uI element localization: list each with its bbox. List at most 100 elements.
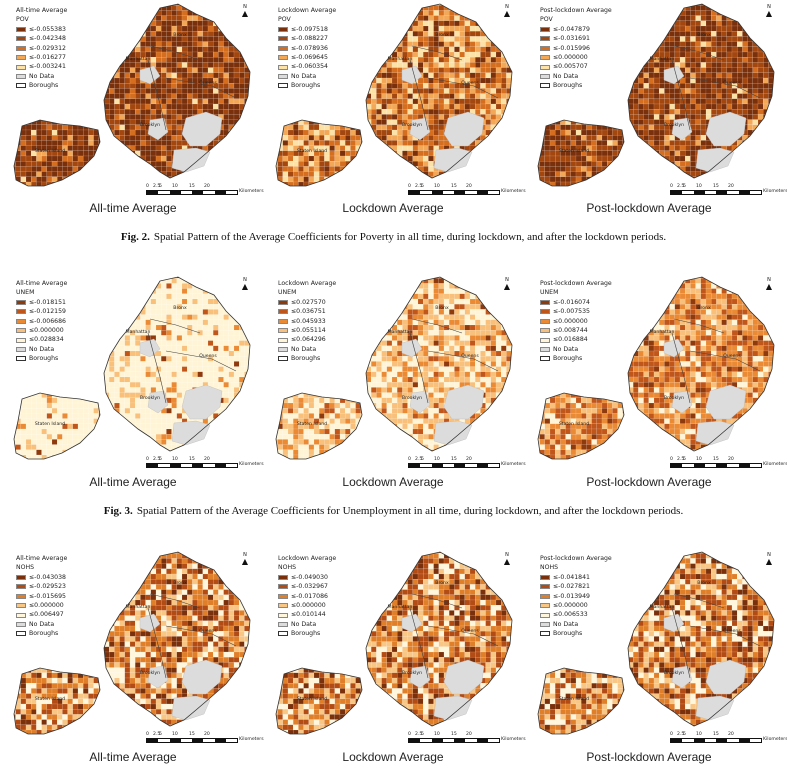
census-tract [272,0,277,5]
census-tract [104,182,109,187]
census-tract [130,26,135,31]
census-tract [68,5,73,10]
census-tract [73,16,78,21]
census-tract [350,26,355,31]
census-tract [156,0,161,5]
census-tract [94,31,99,36]
census-tract [171,119,177,125]
census-tract [495,41,502,47]
census-tract [376,62,382,68]
census-tract [171,88,177,94]
census-tract [77,135,84,141]
census-tract [187,103,193,110]
census-tract [104,46,110,53]
census-tract [0,42,5,47]
census-tract [62,99,67,104]
census-tract [73,36,78,41]
census-tract [412,41,419,47]
census-tract [135,25,141,32]
census-tract [298,94,303,99]
census-tract [397,77,403,84]
census-tract [501,46,507,53]
census-tract [155,31,162,37]
census-tract [119,176,125,178]
census-tract [62,181,68,186]
census-tract [114,42,119,47]
census-tract [366,83,367,89]
census-tract [77,181,84,186]
census-tract [78,99,83,104]
census-tract [68,62,73,67]
census-tract [166,103,172,110]
census-tract [73,73,78,78]
census-tract [501,83,507,89]
census-tract [181,98,188,105]
census-tract [423,15,429,21]
census-tract [340,73,345,78]
census-tract [78,78,83,83]
census-tract [172,198,177,200]
census-tract [5,73,10,78]
census-tract [109,119,115,125]
census-tract [135,77,141,84]
census-tract [104,151,109,156]
legend-class-label: ≤-0.016277 [29,53,66,62]
census-tract [255,31,260,36]
census-tract [78,47,83,52]
census-tract [423,20,429,27]
census-tract [423,4,429,6]
census-tract [25,166,32,172]
census-tract [68,31,73,36]
census-tract [244,177,249,182]
census-tract [229,16,234,21]
census-tract [443,25,450,32]
census-tract [0,156,5,161]
census-tract [371,25,377,32]
census-tract [10,57,15,62]
census-tract [402,25,408,32]
census-tract [517,0,522,5]
census-tract [68,47,73,52]
census-tract [119,103,125,110]
census-tract [171,135,177,141]
census-tract [109,145,115,151]
census-tract [26,94,31,99]
census-tract [229,198,234,200]
census-tract [249,129,250,136]
census-tract [104,42,109,47]
census-tract [114,5,119,10]
census-tract [171,114,177,120]
census-tract [255,140,260,145]
census-tract [104,5,105,11]
census-tract [223,145,229,151]
census-tract [255,73,260,78]
census-tract [135,172,140,177]
census-tract [104,156,109,161]
census-tract [233,5,240,11]
census-tract [145,155,151,162]
census-tract [31,94,36,99]
census-tract [135,150,141,157]
census-tract [94,156,99,161]
census-tract [485,83,491,89]
census-tract [5,114,10,119]
census-tract [73,31,78,36]
census-tract [31,124,37,131]
census-tract [187,67,193,73]
census-tract [366,67,367,73]
census-tract [428,67,434,73]
census-tract [255,198,260,200]
census-tract [31,155,37,162]
census-tract [345,52,350,57]
census-tract [26,104,31,109]
census-tract [224,26,229,31]
census-tract [202,57,209,63]
census-tract [41,135,47,141]
census-tract [114,161,119,166]
census-tract [10,62,15,67]
census-tract [104,176,110,178]
census-tract [140,145,146,151]
borough-boundary [165,77,237,99]
census-tract [99,68,104,73]
census-tract [104,67,105,73]
